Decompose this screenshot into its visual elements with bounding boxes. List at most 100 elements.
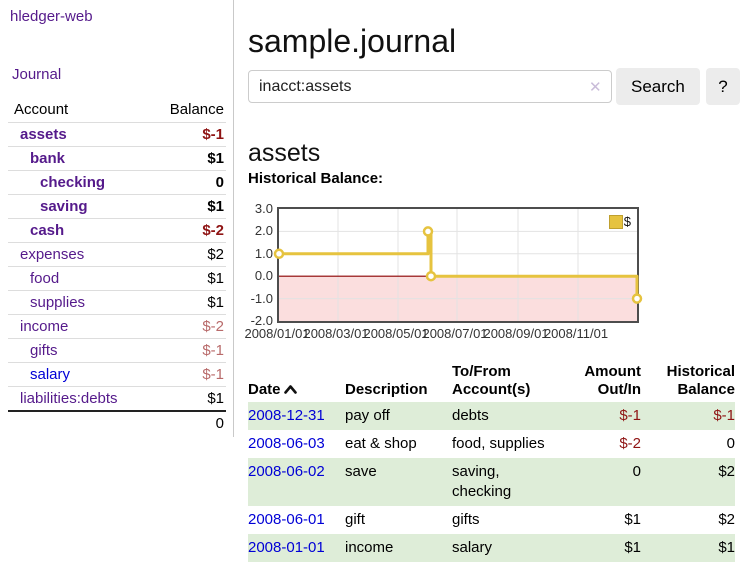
register-row: 2008-06-03 eat & shop food, supplies $-2… <box>248 430 735 458</box>
clear-search-icon[interactable]: ✕ <box>589 79 602 96</box>
register-accounts: food, supplies <box>452 435 545 452</box>
register-balance: $2 <box>718 463 735 480</box>
y-tick-label: 0.0 <box>254 268 273 283</box>
account-row-salary: salary $-1 <box>8 362 226 387</box>
column-header-date[interactable]: Date <box>248 361 345 402</box>
account-row-checking: checking 0 <box>8 170 226 195</box>
y-tick-label: 2.0 <box>254 223 273 238</box>
register-date-link[interactable]: 2008-01-01 <box>248 539 325 556</box>
y-tick-label: -1.0 <box>250 291 273 306</box>
account-balance: $1 <box>147 290 226 315</box>
search-button[interactable]: Search <box>616 68 700 105</box>
account-balance: $1 <box>147 386 226 411</box>
register-amount: $1 <box>624 511 641 528</box>
account-row-assets: assets $-1 <box>8 122 226 147</box>
account-balance: $-1 <box>147 122 226 147</box>
y-tick-label: 3.0 <box>254 201 273 216</box>
column-header-amount: Amount Out/In <box>584 363 641 398</box>
account-link-saving[interactable]: saving <box>40 197 88 215</box>
account-balance: $-1 <box>147 362 226 387</box>
register-amount: $-2 <box>619 435 641 452</box>
accounts-table: Account Balance assets $-1 bank $1 check… <box>8 98 226 435</box>
register-accounts: debts <box>452 407 489 424</box>
account-link-gifts[interactable]: gifts <box>30 341 58 359</box>
account-row-cash: cash $-2 <box>8 218 226 243</box>
column-header-description: Description <box>345 381 428 398</box>
accounts-total-row: 0 <box>8 410 226 435</box>
register-amount: 0 <box>632 463 641 480</box>
register-row: 2008-06-02 save saving, checking 0 $2 <box>248 458 735 506</box>
register-date-link[interactable]: 2008-06-02 <box>248 463 325 480</box>
x-tick-label: 2008/07/01 <box>422 326 488 341</box>
account-row-gifts: gifts $-1 <box>8 338 226 363</box>
y-tick-label: 1.0 <box>254 246 273 261</box>
grid-lines <box>279 209 637 321</box>
balance-chart: $ <box>273 207 643 323</box>
account-link-bank[interactable]: bank <box>30 149 66 167</box>
x-tick-label: 2008/11/01 <box>543 326 609 341</box>
register-balance: 0 <box>726 435 735 452</box>
register-description: gift <box>345 511 366 528</box>
search-input[interactable] <box>248 70 612 103</box>
register-accounts: gifts <box>452 511 480 528</box>
account-row-expenses: expenses $2 <box>8 242 226 267</box>
account-link-assets[interactable]: assets <box>20 125 67 143</box>
register-balance: $1 <box>718 539 735 556</box>
account-row-liabilities-debts: liabilities:debts $1 <box>8 386 226 411</box>
register-date-link[interactable]: 2008-12-31 <box>248 407 325 424</box>
register-balance: $2 <box>718 511 735 528</box>
x-tick-label: 2008/05/01 <box>363 326 429 341</box>
account-row-bank: bank $1 <box>8 146 226 171</box>
column-header-balance: Historical Balance <box>666 363 735 398</box>
column-header-accounts: To/From Account(s) <box>452 363 531 398</box>
register-row: 2008-01-01 income salary $1 $1 <box>248 534 735 562</box>
register-balance: $-1 <box>713 407 735 424</box>
account-link-food[interactable]: food <box>30 269 60 287</box>
register-accounts: saving, checking <box>452 463 512 500</box>
account-balance: $-2 <box>147 218 226 243</box>
accounts-header-row: Account Balance <box>8 98 226 123</box>
account-heading: assets <box>248 138 321 167</box>
account-link-expenses[interactable]: expenses <box>20 245 85 263</box>
register-accounts: salary <box>452 539 493 556</box>
register-row: 2008-06-01 gift gifts $1 $2 <box>248 506 735 534</box>
account-balance: $1 <box>147 146 226 171</box>
account-link-income[interactable]: income <box>20 317 69 335</box>
account-link-supplies[interactable]: supplies <box>30 293 86 311</box>
help-button[interactable]: ? <box>706 68 740 105</box>
account-link-liabilities-debts[interactable]: liabilities:debts <box>20 389 118 407</box>
brand-link[interactable]: hledger-web <box>10 8 93 25</box>
account-link-checking[interactable]: checking <box>40 173 106 191</box>
sidebar: hledger-web Journal Account Balance asse… <box>0 0 234 437</box>
account-row-food: food $1 <box>8 266 226 291</box>
account-balance: $-2 <box>147 314 226 339</box>
legend-label: $ <box>623 214 631 229</box>
account-row-supplies: supplies $1 <box>8 290 226 315</box>
sidebar-item-journal[interactable]: Journal <box>12 66 62 83</box>
account-link-salary[interactable]: salary <box>30 365 71 383</box>
page-title: sample.journal <box>248 23 457 60</box>
register-header-row: Date Description To/From Account(s) Amou… <box>248 361 735 402</box>
account-balance: $2 <box>147 242 226 267</box>
account-balance: $1 <box>147 266 226 291</box>
register-table: Date Description To/From Account(s) Amou… <box>248 361 735 562</box>
register-amount: $1 <box>624 539 641 556</box>
register-date-link[interactable]: 2008-06-03 <box>248 435 325 452</box>
register-amount: $-1 <box>619 407 641 424</box>
accounts-total: 0 <box>147 410 226 435</box>
data-point-markers <box>273 226 643 304</box>
account-row-saving: saving $1 <box>8 194 226 219</box>
accounts-header-account: Account <box>14 101 69 118</box>
register-description: income <box>345 539 394 556</box>
chart-legend: $ <box>606 213 633 230</box>
chart-title: Historical Balance: <box>248 170 384 187</box>
x-tick-label: 2008/03/01 <box>303 326 369 341</box>
register-description: pay off <box>345 407 390 424</box>
register-date-link[interactable]: 2008-06-01 <box>248 511 325 528</box>
account-balance: $-1 <box>147 338 226 363</box>
register-row: 2008-12-31 pay off debts $-1 $-1 <box>248 402 735 430</box>
account-balance: $1 <box>147 194 226 219</box>
account-link-cash[interactable]: cash <box>30 221 65 239</box>
account-row-income: income $-2 <box>8 314 226 339</box>
account-balance: 0 <box>147 170 226 195</box>
